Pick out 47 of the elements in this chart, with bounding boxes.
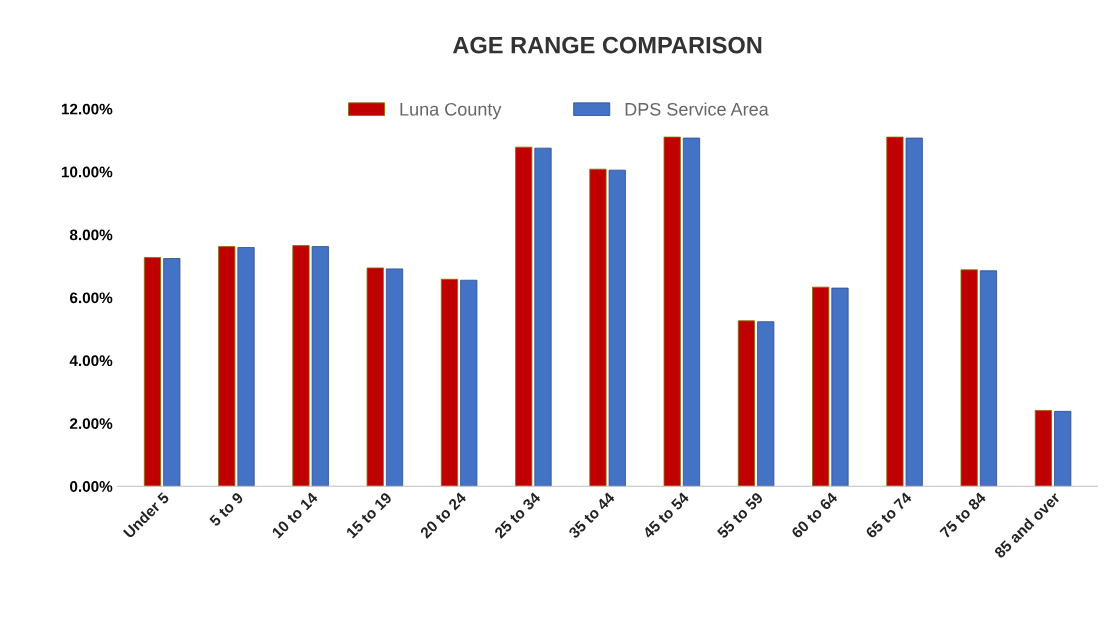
chart-title: AGE RANGE COMPARISON xyxy=(452,36,762,54)
bar xyxy=(737,320,756,487)
y-tick-label: 2.00% xyxy=(69,418,113,429)
x-tick-label: 20 to 24 xyxy=(419,491,467,539)
bar xyxy=(366,267,384,487)
y-tick-label: 12.00% xyxy=(61,103,113,115)
bar xyxy=(440,278,459,487)
y-tick-label: 10.00% xyxy=(61,166,113,178)
bar xyxy=(812,286,830,487)
bar xyxy=(311,246,329,487)
y-tick-label: 4.00% xyxy=(69,355,113,367)
x-tick-label: 45 to 54 xyxy=(642,491,690,540)
x-tick-label: 65 to 74 xyxy=(865,491,913,539)
bar xyxy=(1034,410,1052,487)
bar xyxy=(163,258,181,487)
y-tick-label: 8.00% xyxy=(69,229,113,241)
x-tick-label: 55 to 59 xyxy=(716,491,764,539)
bar xyxy=(218,246,236,487)
y-tick-label: 6.00% xyxy=(69,292,113,304)
bar xyxy=(831,287,849,487)
bar xyxy=(960,269,978,487)
x-tick-label: 5 to 9 xyxy=(208,491,244,527)
bar xyxy=(905,137,923,487)
bar xyxy=(143,257,162,487)
x-tick-label: 15 to 19 xyxy=(345,491,393,539)
bar xyxy=(589,168,607,487)
bar xyxy=(237,247,255,487)
y-tick-label: 0.00% xyxy=(70,481,113,492)
bar xyxy=(886,136,904,487)
bar xyxy=(460,279,478,487)
bar xyxy=(385,268,404,487)
x-tick-label: 10 to 14 xyxy=(271,491,319,539)
bar xyxy=(663,136,681,487)
bar xyxy=(757,321,775,487)
bar xyxy=(292,245,310,487)
legend-label: DPS Service Area xyxy=(625,102,769,116)
x-tick-label: 75 to 84 xyxy=(939,491,987,539)
bar xyxy=(979,270,998,487)
bar xyxy=(1054,410,1072,487)
legend-label: Luna County xyxy=(400,102,502,120)
bar xyxy=(608,169,626,487)
bar xyxy=(682,137,701,487)
x-tick-label: 35 to 44 xyxy=(567,491,616,540)
bar xyxy=(515,146,533,487)
bar xyxy=(534,147,552,487)
x-tick-label: 60 to 64 xyxy=(790,491,839,539)
x-tick-label: 25 to 34 xyxy=(493,491,542,539)
